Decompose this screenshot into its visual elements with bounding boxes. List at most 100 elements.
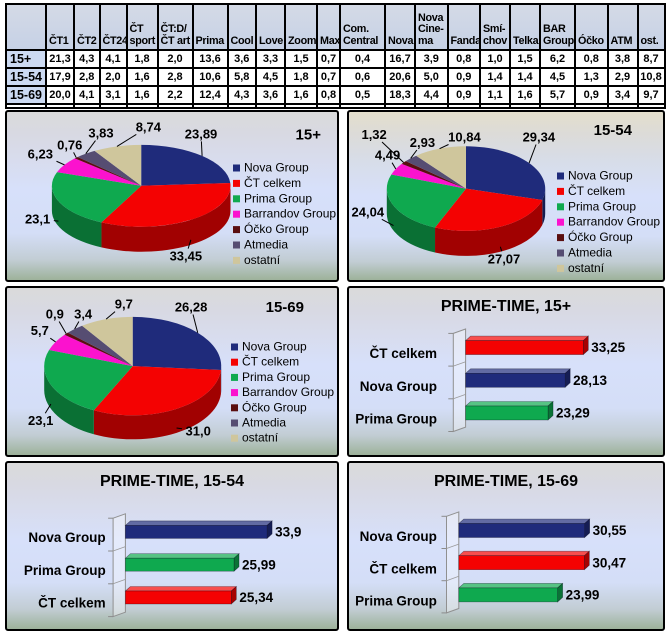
cell-15-54-prima[interactable]: 10,6	[191, 67, 229, 87]
pie-chart-panel-15-54[interactable]: 29,34 27,07 24,04 4,49 1,32 2,93 10,84 15-54 Nov…	[347, 110, 665, 282]
cell-15-54-čt2[interactable]: 2,8	[73, 67, 101, 87]
column-header-cool[interactable]: Cool	[226, 3, 257, 51]
cell-15-69-čt:d/-čt-art[interactable]: 2,2	[156, 85, 194, 105]
cell-15-69-čt2[interactable]: 4,1	[73, 85, 101, 105]
column-header-prima[interactable]: Prima	[191, 3, 229, 51]
cell-15-69-óčko[interactable]: 0,9	[574, 85, 609, 105]
cell-15-54-ost.[interactable]: 10,8	[636, 67, 666, 87]
cell-15+-nova[interactable]: 16,7	[384, 49, 416, 69]
pie-chart-panel-15-69[interactable]: 26,28 31,0 23,1 5,7 0,9 3,4 9,7 15-69 Nova Group…	[5, 286, 339, 457]
column-header-bar-group[interactable]: BAR Group	[539, 3, 576, 51]
column-header-nova-cine--ma[interactable]: Nova Cine- ma	[414, 3, 449, 51]
cell-15-69-prima[interactable]: 12,4	[191, 85, 229, 105]
cell-15+-čt2[interactable]: 4,3	[73, 49, 101, 69]
cell-15+-fanda[interactable]: 0,8	[446, 49, 481, 69]
corner-header-cell[interactable]	[5, 3, 47, 51]
cell-15-54-max[interactable]: 0,7	[316, 67, 341, 87]
pie-value-label-atmedia: 3,83	[88, 126, 113, 141]
cell-15+-čt-sport[interactable]: 1,8	[125, 49, 159, 69]
cell-15-54-love[interactable]: 4,5	[255, 67, 286, 87]
cell-clipped	[156, 103, 194, 109]
column-header-ost.[interactable]: ost.	[636, 3, 666, 51]
column-header-čt24[interactable]: ČT24	[98, 3, 128, 51]
bar-value-label-nova-group: 28,13	[573, 373, 607, 388]
cell-15-54-zoom[interactable]: 1,8	[284, 67, 318, 87]
pie-chart-panel-15plus[interactable]: 23,89 33,45 23,1 6,23 0,76 3,83 8,74 15+ Nova Gr…	[5, 110, 339, 282]
column-header-čt:d/-čt-art[interactable]: ČT:D/ ČT art	[156, 3, 194, 51]
cell-15+-telka[interactable]: 1,5	[509, 49, 541, 69]
cell-15-69-ost.[interactable]: 9,7	[636, 85, 666, 105]
cell-15+-smí--chov[interactable]: 1,0	[479, 49, 511, 69]
axis-tick-depth	[112, 579, 126, 585]
cell-15-54-čt-sport[interactable]: 1,6	[125, 67, 159, 87]
column-header-max[interactable]: Max	[316, 3, 341, 51]
cell-15+-zoom[interactable]: 1,5	[284, 49, 318, 69]
column-header-čt2[interactable]: ČT2	[73, 3, 101, 51]
cell-15-69-atm[interactable]: 3,4	[606, 85, 639, 105]
cell-15-69-smí--chov[interactable]: 1,1	[479, 85, 511, 105]
axis-wall	[452, 328, 467, 433]
column-header-fanda[interactable]: Fanda	[446, 3, 481, 51]
column-header-óčko[interactable]: Óčko	[574, 3, 609, 51]
cell-15+-čt1[interactable]: 21,3	[45, 49, 75, 69]
pie-label-leader-atmedia	[74, 321, 80, 330]
cell-15-54-čt1[interactable]: 17,9	[45, 67, 75, 87]
cell-15+-atm[interactable]: 3,8	[606, 49, 639, 69]
cell-15-54-cool[interactable]: 5,8	[226, 67, 257, 87]
cell-15-69-bar-group[interactable]: 5,7	[539, 85, 576, 105]
cell-15-54-nova[interactable]: 20,6	[384, 67, 416, 87]
cell-15-69-fanda[interactable]: 0,9	[446, 85, 481, 105]
cell-15+-ost.[interactable]: 8,7	[636, 49, 666, 69]
cell-15-54-atm[interactable]: 2,9	[606, 67, 639, 87]
cell-15-54-bar-group[interactable]: 4,5	[539, 67, 576, 87]
pie-slice-óčko-group	[401, 161, 466, 189]
row-label-15+[interactable]: 15+	[5, 49, 47, 69]
cell-15+-čt24[interactable]: 4,1	[98, 49, 128, 69]
cell-15-69-telka[interactable]: 1,6	[509, 85, 541, 105]
cell-15+-nova-cine--ma[interactable]: 3,9	[414, 49, 449, 69]
cell-15-69-cool[interactable]: 4,3	[226, 85, 257, 105]
column-header-com.-central[interactable]: Com. Central	[339, 3, 386, 51]
cell-15+-cool[interactable]: 3,6	[226, 49, 257, 69]
cell-15-69-max[interactable]: 0,8	[316, 85, 341, 105]
cell-15-54-com.-central[interactable]: 0,6	[339, 67, 386, 87]
cell-15-54-fanda[interactable]: 0,9	[446, 67, 481, 87]
column-header-čt-sport[interactable]: ČT sport	[125, 3, 159, 51]
cell-15-54-čt:d/-čt-art[interactable]: 2,8	[156, 67, 194, 87]
bar-chart-panel-primetime-15-54[interactable]: 33,9 Nova Group 25,99 Prima Group 25,34 ČT ce…	[5, 461, 339, 631]
cell-15-69-zoom[interactable]: 1,6	[284, 85, 318, 105]
column-header-čt1[interactable]: ČT1	[45, 3, 75, 51]
bar-chart-panel-primetime-15-69[interactable]: 30,55 Nova Group 30,47 ČT celkem 23,99 Prima …	[347, 461, 665, 631]
legend-label-óčko-group: Óčko Group	[568, 229, 633, 244]
column-header-nova[interactable]: Nova	[384, 3, 416, 51]
cell-15-54-smí--chov[interactable]: 1,4	[479, 67, 511, 87]
column-header-telka[interactable]: Telka	[509, 3, 541, 51]
legend-swatch-óčko-group	[233, 226, 240, 234]
column-header-atm[interactable]: ATM	[606, 3, 639, 51]
cell-15-54-telka[interactable]: 1,4	[509, 67, 541, 87]
cell-15-69-čt1[interactable]: 20,0	[45, 85, 75, 105]
row-label-15-69[interactable]: 15-69	[5, 85, 47, 105]
cell-15+-max[interactable]: 0,7	[316, 49, 341, 69]
column-header-smí--chov[interactable]: Smí- chov	[479, 3, 511, 51]
cell-15+-com.-central[interactable]: 0,4	[339, 49, 386, 69]
cell-15-69-čt24[interactable]: 3,1	[98, 85, 128, 105]
cell-15+-čt:d/-čt-art[interactable]: 2,0	[156, 49, 194, 69]
cell-15+-óčko[interactable]: 0,8	[574, 49, 609, 69]
cell-15+-bar-group[interactable]: 6,2	[539, 49, 576, 69]
pie-slice-prima-group	[44, 349, 133, 411]
cell-15-54-čt24[interactable]: 2,0	[98, 67, 128, 87]
column-header-love[interactable]: Love	[255, 3, 286, 51]
cell-15+-prima[interactable]: 13,6	[191, 49, 229, 69]
cell-15-69-nova[interactable]: 18,3	[384, 85, 416, 105]
column-header-zoom[interactable]: Zoom	[284, 3, 318, 51]
bar-chart-panel-primetime-15plus[interactable]: 33,25 ČT celkem 28,13 Nova Group 23,29 Prima …	[347, 286, 665, 457]
row-label-15-54[interactable]: 15-54	[5, 67, 47, 87]
cell-15+-love[interactable]: 3,3	[255, 49, 286, 69]
cell-15-69-čt-sport[interactable]: 1,6	[125, 85, 159, 105]
cell-15-54-nova-cine--ma[interactable]: 5,0	[414, 67, 449, 87]
cell-15-69-com.-central[interactable]: 0,5	[339, 85, 386, 105]
cell-15-69-nova-cine--ma[interactable]: 4,4	[414, 85, 449, 105]
cell-15-69-love[interactable]: 3,6	[255, 85, 286, 105]
cell-15-54-óčko[interactable]: 1,3	[574, 67, 609, 87]
